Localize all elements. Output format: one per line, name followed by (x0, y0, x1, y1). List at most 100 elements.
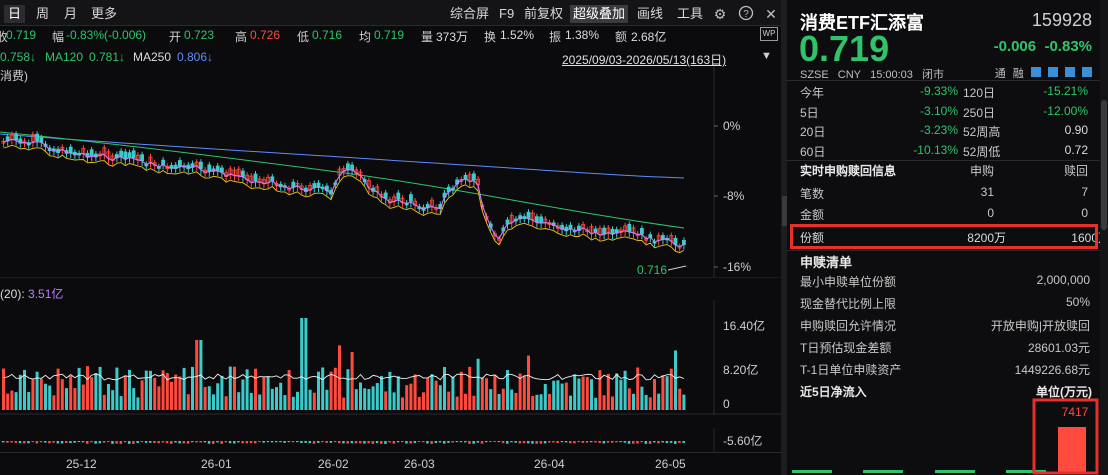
sub-bar (312, 441, 316, 444)
tong-badge[interactable]: 通 (994, 68, 1006, 80)
sub-bar (14, 441, 18, 443)
candle-body (316, 182, 321, 188)
candle-body (1, 140, 6, 144)
list-title: 申赎清单 (800, 255, 853, 270)
tools-button[interactable]: 工具 (677, 6, 704, 21)
candle-body (535, 216, 539, 223)
volume-bar (161, 370, 165, 410)
draw-button[interactable]: 画线 (637, 6, 664, 21)
volume-bar (102, 394, 106, 410)
list-label: 最小申赎单位份额 (800, 275, 897, 289)
collapse-handle[interactable] (782, 196, 787, 226)
volume-bar (640, 386, 644, 410)
volume-bar (90, 377, 94, 410)
perf-label: 今年 (800, 86, 825, 100)
more-icon[interactable] (1082, 67, 1092, 77)
sub-bar (304, 441, 307, 443)
adjust-button[interactable]: 前复权 (524, 6, 564, 21)
perf-label: 52周高 (963, 125, 1001, 139)
candle-body (291, 181, 296, 188)
list-item: T日预估现金差额 28601.03元 (800, 339, 1090, 357)
date-tick: 26-04 (534, 457, 565, 471)
help-icon[interactable]: ? (737, 5, 755, 23)
volume-bar (241, 379, 245, 410)
volume-chart[interactable]: 16.40亿 8.20亿 0 (0, 300, 781, 415)
date-tick: 25-12 (66, 457, 97, 471)
ma250-label: MA250 (133, 50, 172, 64)
ma120-label: MA120 (45, 50, 84, 64)
candle-body (14, 133, 19, 141)
tab-month[interactable]: 月 (64, 6, 78, 21)
price-chart[interactable]: 0% -8% -16% 0.716 (0, 66, 781, 278)
candle-body (509, 214, 514, 223)
swing-value: 1.38% (565, 28, 600, 42)
chevron-down-icon[interactable]: ▼ (761, 50, 772, 62)
edit-icon[interactable] (1047, 67, 1058, 77)
sub-bar (31, 441, 34, 443)
volume-bar (149, 370, 152, 410)
scrollbar[interactable] (1100, 0, 1108, 475)
panel-divider[interactable] (781, 0, 787, 475)
date-range-label[interactable]: 2025/09/03-2026/05/13(163日) (562, 53, 727, 67)
volume-bar (451, 376, 455, 410)
sub-bar (69, 441, 72, 444)
tab-day[interactable]: 日 (4, 5, 26, 23)
candle-body (106, 151, 111, 159)
pin-icon[interactable] (1030, 67, 1041, 77)
volume-bar (233, 366, 236, 410)
overlay-button[interactable]: 超级叠加 (570, 5, 629, 23)
sub-bar (128, 441, 131, 444)
candle-body (161, 159, 166, 166)
volume-bar (18, 374, 22, 410)
sub-bar (342, 441, 345, 444)
gear-icon[interactable]: ⚙ (713, 6, 727, 22)
sub-bar (564, 441, 568, 443)
flow-subchart[interactable]: -5.60亿 (0, 428, 781, 452)
close-icon[interactable]: ✕ (765, 6, 777, 22)
sub-bar (627, 441, 631, 444)
sub-bar (102, 441, 106, 443)
volume-bar (27, 392, 31, 410)
sub-bar (94, 441, 97, 444)
volume-bar (522, 375, 526, 410)
volume-bar (371, 386, 375, 410)
overview-button[interactable]: 综合屏 (450, 6, 490, 21)
sub-bar (653, 441, 656, 443)
volume-bar (115, 367, 119, 410)
sub-bar (480, 441, 484, 444)
volume-bar (81, 384, 85, 410)
perf-value: -9.33% (919, 84, 958, 98)
candle-body (673, 237, 678, 246)
candle-body (518, 215, 522, 220)
volume-bar (678, 388, 682, 410)
perf-row: 20日 -3.23% 52周高 0.90 (800, 123, 1090, 141)
sub-bar (485, 441, 488, 443)
flow-unit: 单位(万元) (1036, 385, 1092, 399)
volume-bar (203, 386, 207, 410)
ma10-line (3, 144, 685, 254)
rong-badge[interactable]: 融 (1012, 68, 1024, 80)
flow-bar (792, 470, 832, 473)
quote-time: 15:00:03 (870, 69, 913, 81)
f9-button[interactable]: F9 (499, 6, 515, 21)
candle-body (539, 216, 543, 224)
sub-bar (539, 441, 543, 444)
alert-icon[interactable] (1064, 67, 1075, 77)
wp-icon[interactable]: WP (760, 27, 778, 41)
tab-more[interactable]: 更多 (91, 6, 118, 21)
volume-bar (590, 379, 593, 410)
sub-bar (161, 441, 165, 443)
perf-value: 0.72 (1064, 143, 1088, 157)
volume-bar (10, 390, 14, 410)
candle-body (127, 152, 132, 158)
sub-bar (640, 441, 643, 443)
y-axis-label: -8% (723, 189, 745, 203)
scrollbar-thumb[interactable] (1101, 100, 1107, 230)
tab-week[interactable]: 周 (36, 6, 50, 21)
subscription-row-shares: 份额 8200万 1600万 (800, 229, 1108, 247)
perf-label: 120日 (963, 86, 996, 100)
sub-bar (123, 441, 127, 443)
volume-bar (405, 385, 409, 410)
volume-bar (657, 393, 661, 410)
volume-bar (312, 392, 316, 410)
